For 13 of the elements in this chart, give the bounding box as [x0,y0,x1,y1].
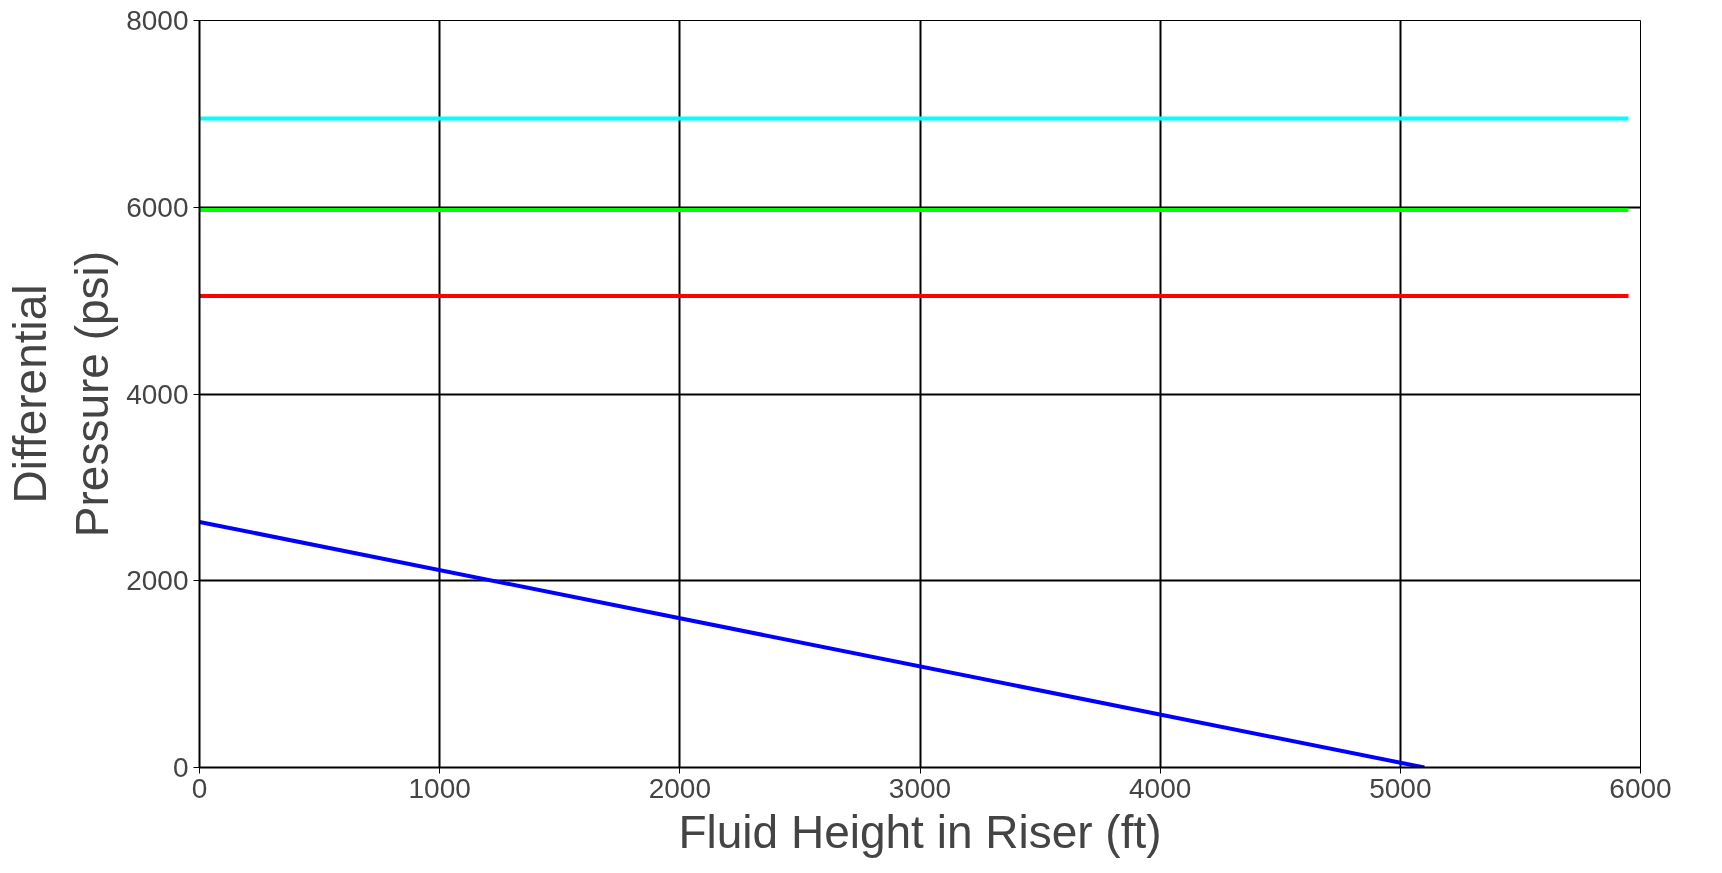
x-tick-label: 4000 [1129,772,1192,804]
y-tick-label: 6000 [126,191,189,223]
y-tick-label: 0 [172,752,189,783]
x-tick-label: 3000 [888,772,952,804]
x-tick-label: 5000 [1369,772,1432,804]
y-tick-label: 4000 [126,378,189,410]
y-axis-title: Differential Pressure (psi) [3,250,119,538]
y-tick-label: 2000 [126,565,189,597]
x-tick-label: 1000 [408,772,471,804]
x-tick-label: 6000 [1609,772,1672,804]
x-axis-title: Fluid Height in Riser (ft) [678,805,1162,858]
x-tick-label: 2000 [648,772,711,804]
y-tick-label: 8000 [126,5,189,36]
